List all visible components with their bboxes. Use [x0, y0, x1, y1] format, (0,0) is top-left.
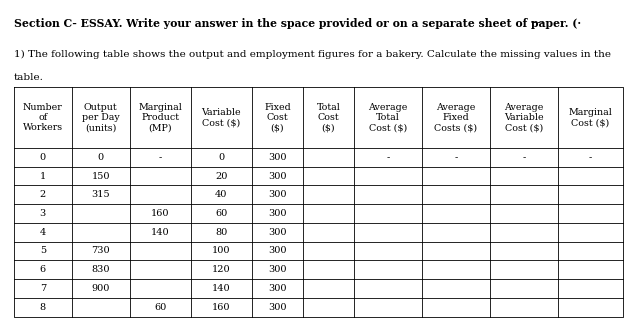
Text: 2: 2 [40, 190, 46, 199]
Text: 830: 830 [92, 265, 110, 274]
Text: 20: 20 [215, 172, 228, 181]
Text: Marginal
Cost ($): Marginal Cost ($) [568, 108, 612, 127]
Text: 8: 8 [40, 303, 46, 312]
Text: 6: 6 [40, 265, 46, 274]
Text: 5: 5 [40, 246, 46, 255]
Text: Average
Total
Cost ($): Average Total Cost ($) [368, 103, 408, 132]
Text: 60: 60 [154, 303, 166, 312]
Text: 1) The following table shows the output and employment figures for a bakery. Cal: 1) The following table shows the output … [14, 50, 611, 59]
Text: 7: 7 [40, 284, 46, 293]
Text: Section C- ESSAY. Write your answer in the space provided or on a separate sheet: Section C- ESSAY. Write your answer in t… [14, 18, 581, 29]
Text: 300: 300 [268, 228, 287, 237]
Text: 160: 160 [151, 209, 169, 218]
Text: 80: 80 [215, 228, 228, 237]
Text: Total
Cost
($): Total Cost ($) [317, 103, 341, 132]
Text: -: - [454, 153, 458, 162]
Text: Marginal
Product
(MP): Marginal Product (MP) [138, 103, 182, 132]
Text: -: - [522, 153, 526, 162]
Text: 1: 1 [40, 172, 46, 181]
Text: Average
Fixed
Costs ($): Average Fixed Costs ($) [434, 103, 478, 132]
Text: 160: 160 [212, 303, 231, 312]
Text: 120: 120 [212, 265, 231, 274]
Text: Variable
Cost ($): Variable Cost ($) [202, 108, 241, 127]
Text: Number
of
Workers: Number of Workers [23, 103, 63, 132]
Text: 300: 300 [268, 190, 287, 199]
Text: 0: 0 [97, 153, 104, 162]
Text: 730: 730 [91, 246, 110, 255]
Text: -: - [588, 153, 592, 162]
Text: 315: 315 [91, 190, 110, 199]
Text: 300: 300 [268, 246, 287, 255]
Text: -: - [386, 153, 389, 162]
Text: 300: 300 [268, 265, 287, 274]
Text: 150: 150 [92, 172, 110, 181]
Text: 300: 300 [268, 153, 287, 162]
Text: 0: 0 [218, 153, 224, 162]
Text: 3: 3 [40, 209, 46, 218]
Text: 300: 300 [268, 303, 287, 312]
Text: 60: 60 [215, 209, 228, 218]
Text: Average
Variable
Cost ($): Average Variable Cost ($) [504, 103, 544, 132]
Text: 140: 140 [151, 228, 169, 237]
Text: 300: 300 [268, 284, 287, 293]
Text: Fixed
Cost
($): Fixed Cost ($) [264, 103, 291, 132]
Text: 300: 300 [268, 209, 287, 218]
Text: Output
per Day
(units): Output per Day (units) [82, 103, 119, 132]
Text: 40: 40 [215, 190, 228, 199]
Text: 900: 900 [92, 284, 110, 293]
Text: 4: 4 [40, 228, 46, 237]
Text: 300: 300 [268, 172, 287, 181]
Text: 140: 140 [212, 284, 231, 293]
Text: ----: ---- [531, 18, 545, 28]
Text: table.: table. [14, 73, 44, 82]
Text: 0: 0 [40, 153, 46, 162]
Text: -: - [159, 153, 162, 162]
Text: 100: 100 [212, 246, 231, 255]
